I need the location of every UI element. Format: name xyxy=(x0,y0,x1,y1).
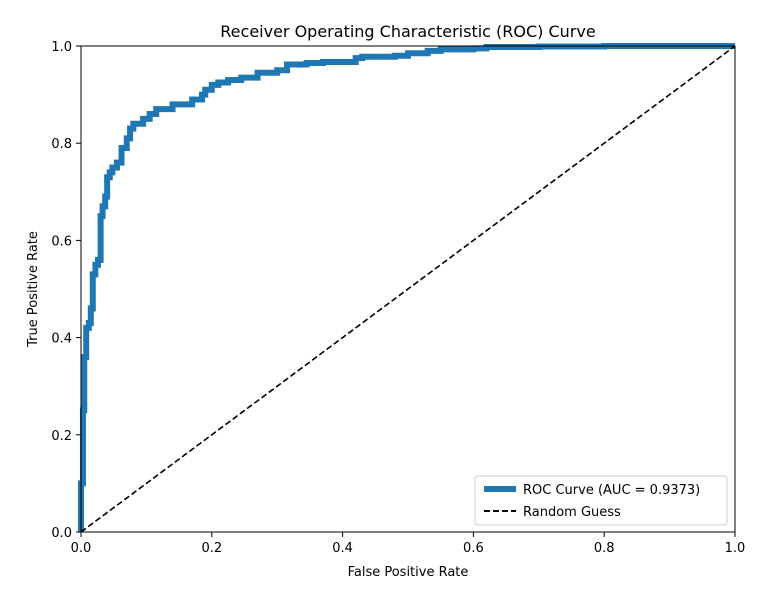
series-line-random-guess xyxy=(80,45,736,533)
y-axis: 0.0 0.2 0.4 0.6 0.8 1.0 xyxy=(51,40,81,541)
y-tick-label: 0.0 xyxy=(51,526,72,541)
x-tick-label: 0.6 xyxy=(463,541,484,556)
legend-label-roc-curve: ROC Curve (AUC = 0.9373) xyxy=(523,483,700,498)
y-tick-label: 0.2 xyxy=(51,429,72,444)
y-axis-label: True Positive Rate xyxy=(26,231,41,348)
legend-box xyxy=(474,475,728,526)
y-tick-label: 0.8 xyxy=(51,137,72,152)
chart-title: Receiver Operating Characteristic (ROC) … xyxy=(220,22,595,41)
axes-frame xyxy=(80,45,736,533)
legend-label-random-guess: Random Guess xyxy=(523,505,621,520)
y-tick-label: 0.4 xyxy=(51,332,72,347)
y-tick-label: 1.0 xyxy=(51,40,72,55)
x-tick-label: 0.0 xyxy=(71,541,92,556)
x-tick-label: 1.0 xyxy=(725,541,746,556)
x-tick-label: 0.2 xyxy=(201,541,222,556)
legend: ROC Curve (AUC = 0.9373) Random Guess xyxy=(474,475,728,526)
series-line-roc-curve xyxy=(78,43,735,532)
x-axis-label: False Positive Rate xyxy=(348,565,469,580)
plot-area xyxy=(78,43,736,533)
x-tick-label: 0.4 xyxy=(332,541,353,556)
y-tick-label: 0.6 xyxy=(51,234,72,249)
x-tick-label: 0.8 xyxy=(594,541,615,556)
x-axis: 0.0 0.2 0.4 0.6 0.8 1.0 xyxy=(71,532,746,556)
